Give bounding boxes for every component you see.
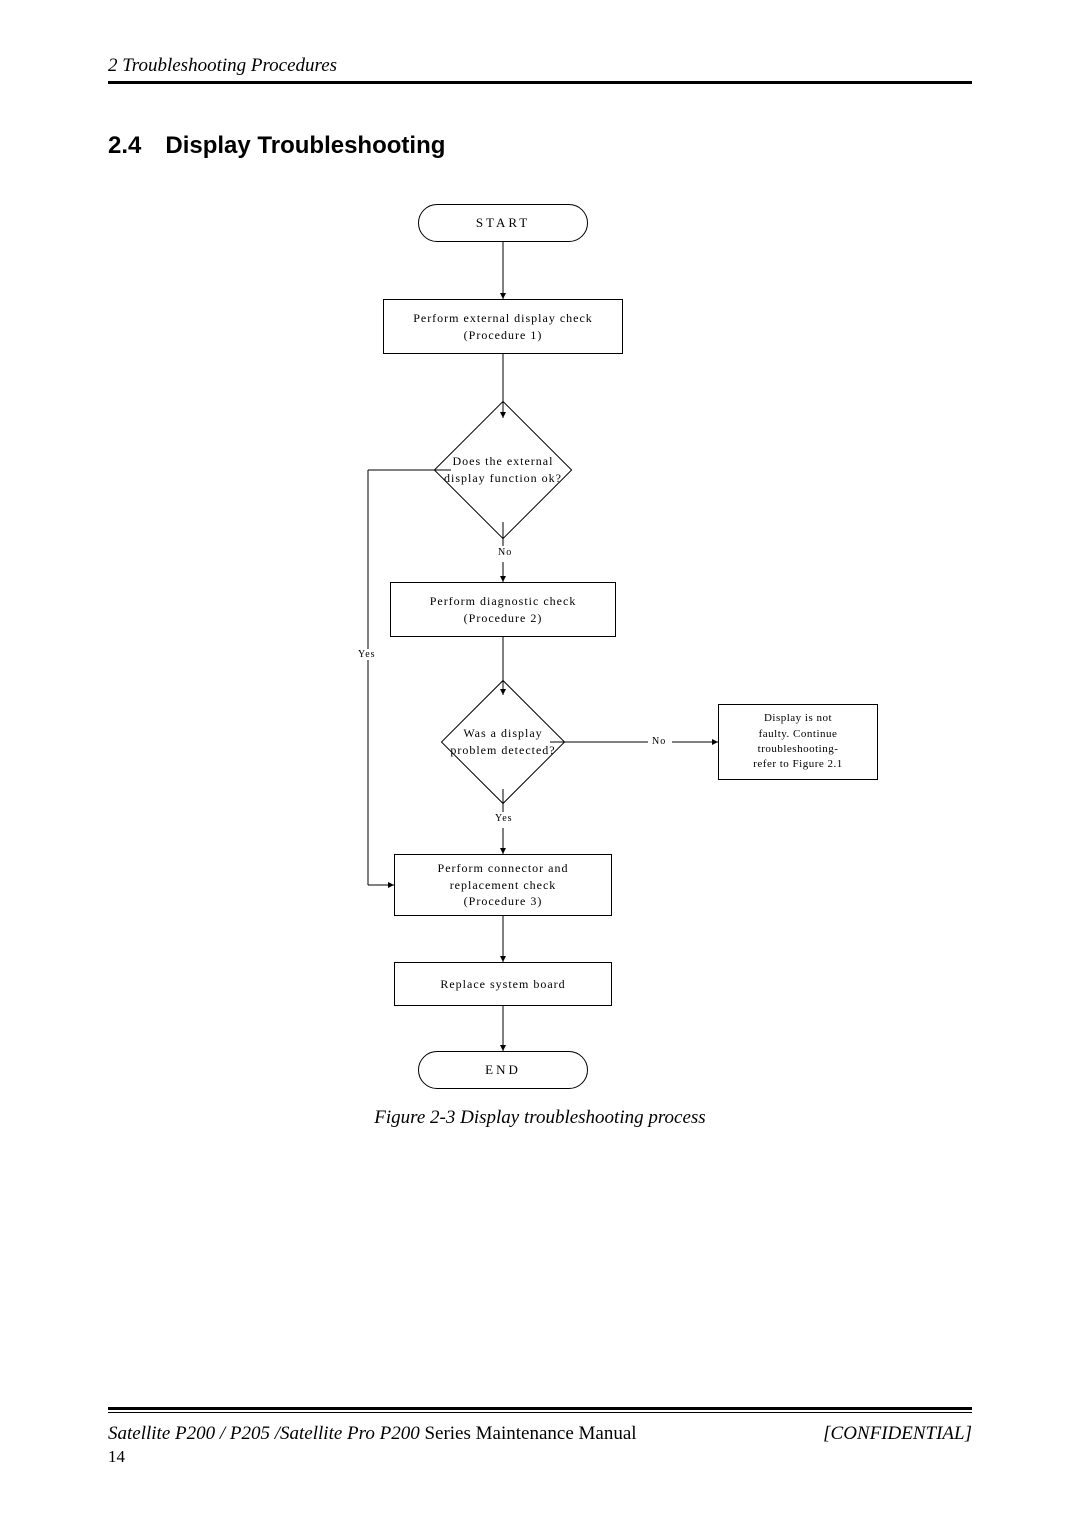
flow-proc4-line1: Replace system board [440, 977, 565, 992]
section-number: 2.4 [108, 132, 141, 159]
flow-proc1-line1: Perform external display check [413, 310, 593, 327]
figure-caption: Figure 2-3 Display troubleshooting proce… [108, 1107, 972, 1129]
flow-proc3-line2: replacement check [450, 877, 557, 894]
footer-left-roman: Series Maintenance Manual [420, 1423, 637, 1444]
flow-dec1-line1: Does the external [453, 454, 554, 468]
flow-dec1: Does the external display function ok? [454, 421, 552, 519]
page-number: 14 [108, 1447, 972, 1467]
flow-end-label: END [485, 1062, 521, 1078]
section-heading: 2.4 Display Troubleshooting [108, 132, 972, 160]
flow-sidebox: Display is not faulty. Continue troubles… [718, 704, 878, 780]
footer-left: Satellite P200 / P205 /Satellite Pro P20… [108, 1423, 637, 1445]
flow-proc1: Perform external display check (Procedur… [383, 299, 623, 354]
footer-left-italic: Satellite P200 / P205 /Satellite Pro P20… [108, 1423, 420, 1444]
flow-proc3: Perform connector and replacement check … [394, 854, 612, 916]
flow-dec1-line2: display function ok? [444, 471, 562, 485]
flow-dec2-no-label: No [650, 736, 668, 747]
flow-sidebox-line4: refer to Figure 2.1 [753, 757, 843, 772]
flow-proc4: Replace system board [394, 962, 612, 1006]
flow-proc1-line2: (Procedure 1) [464, 327, 543, 344]
flow-end: END [418, 1051, 588, 1089]
flow-start: START [418, 204, 588, 242]
flow-sidebox-line1: Display is not [764, 711, 832, 726]
flow-sidebox-line2: faulty. Continue [759, 727, 838, 742]
flow-proc2-line1: Perform diagnostic check [430, 593, 577, 610]
section-title: Display Troubleshooting [165, 132, 445, 159]
flow-dec2-line2: problem detected? [450, 743, 555, 757]
flowchart: START Perform external display check (Pr… [278, 204, 818, 1089]
page-footer: Satellite P200 / P205 /Satellite Pro P20… [108, 1407, 972, 1467]
flow-dec1-no-label: No [496, 547, 514, 558]
flow-sidebox-line3: troubleshooting- [758, 742, 839, 757]
flow-dec2-yes-label: Yes [493, 813, 515, 824]
flow-proc3-line3: (Procedure 3) [464, 893, 543, 910]
flow-dec2: Was a display problem detected? [459, 698, 547, 786]
flow-dec1-yes-label: Yes [356, 649, 378, 660]
flow-proc2-line2: (Procedure 2) [464, 610, 543, 627]
flow-proc3-line1: Perform connector and [438, 860, 569, 877]
footer-rule-thick [108, 1407, 972, 1410]
flow-start-label: START [476, 215, 530, 231]
header-rule [108, 81, 972, 84]
running-header: 2 Troubleshooting Procedures [108, 55, 972, 77]
flow-proc2: Perform diagnostic check (Procedure 2) [390, 582, 616, 637]
footer-right: [CONFIDENTIAL] [823, 1423, 972, 1445]
footer-rule-thin [108, 1412, 972, 1413]
flow-dec2-line1: Was a display [463, 726, 542, 740]
